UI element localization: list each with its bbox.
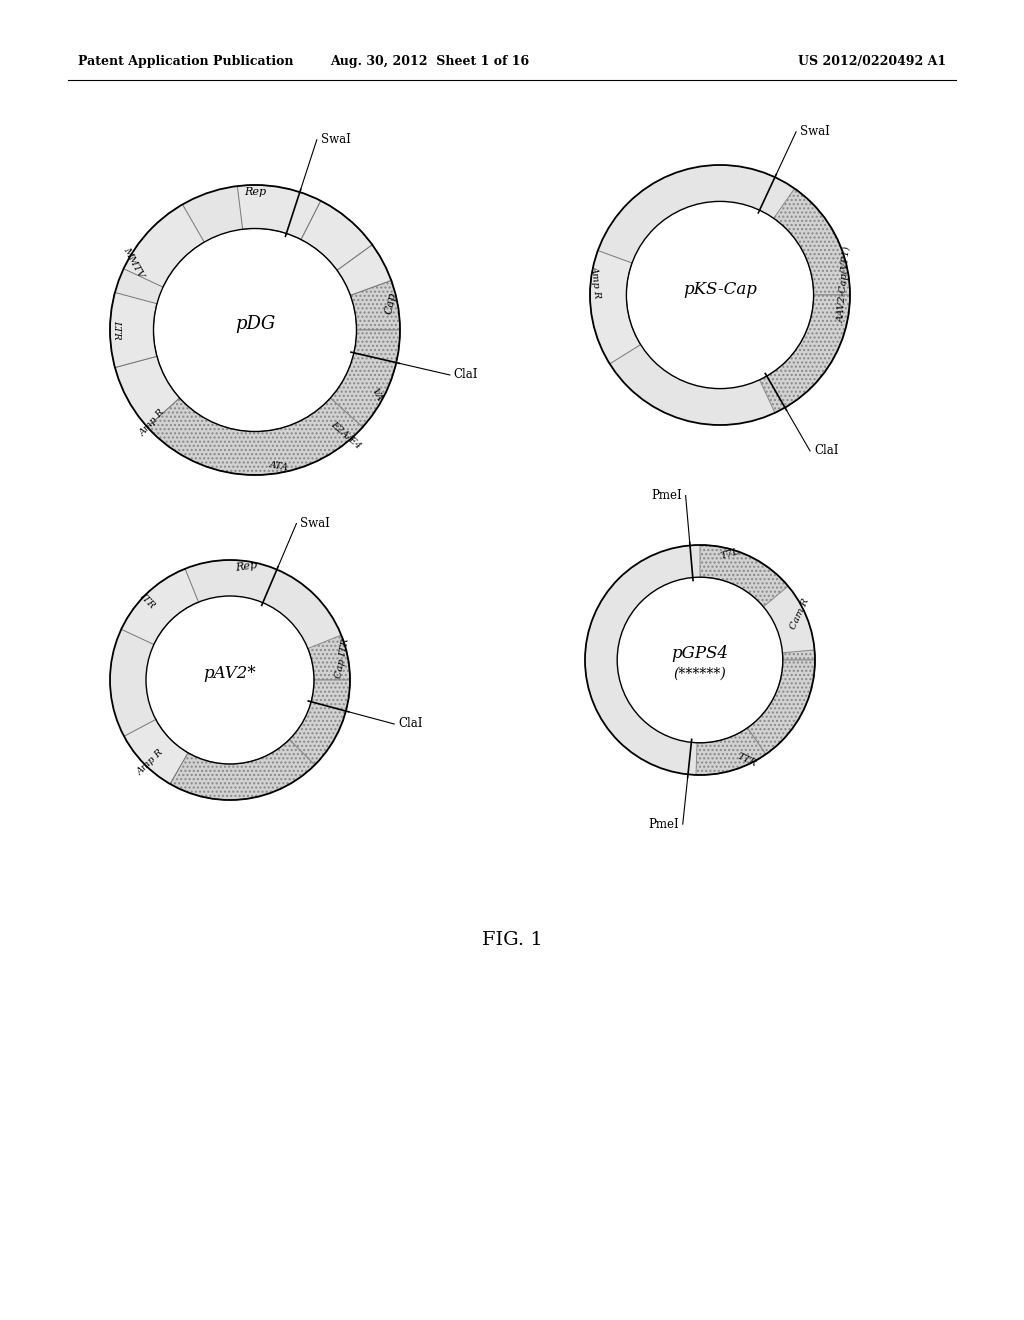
Text: Rep: Rep bbox=[234, 560, 258, 573]
Text: Rep: Rep bbox=[244, 186, 266, 197]
Wedge shape bbox=[301, 201, 373, 271]
Wedge shape bbox=[337, 244, 391, 296]
Text: Amp R: Amp R bbox=[590, 265, 602, 298]
Text: E2A/E4: E2A/E4 bbox=[329, 418, 362, 450]
Wedge shape bbox=[110, 185, 400, 475]
Wedge shape bbox=[124, 205, 204, 288]
Text: pAV2*: pAV2* bbox=[204, 665, 256, 682]
Text: TTR: TTR bbox=[735, 751, 758, 768]
Wedge shape bbox=[585, 545, 815, 775]
Wedge shape bbox=[238, 185, 321, 239]
Text: LTR: LTR bbox=[112, 321, 121, 339]
Wedge shape bbox=[774, 189, 850, 294]
Text: Cap ITR: Cap ITR bbox=[334, 638, 351, 678]
Text: Patent Application Publication: Patent Application Publication bbox=[78, 55, 294, 69]
Text: AAV2-Cap(VP1): AAV2-Cap(VP1) bbox=[837, 246, 852, 323]
Text: ClaI: ClaI bbox=[814, 445, 839, 458]
Text: Aug. 30, 2012  Sheet 1 of 16: Aug. 30, 2012 Sheet 1 of 16 bbox=[331, 55, 529, 69]
Text: ATA: ATA bbox=[268, 461, 290, 473]
Text: ClaI: ClaI bbox=[398, 718, 423, 730]
Wedge shape bbox=[700, 545, 788, 607]
Text: MMTV: MMTV bbox=[122, 246, 146, 280]
Text: FIG. 1: FIG. 1 bbox=[481, 931, 543, 949]
Text: Amp R: Amp R bbox=[135, 747, 166, 777]
Text: Amp R: Amp R bbox=[137, 408, 167, 438]
Text: SwaI: SwaI bbox=[321, 133, 350, 147]
Text: pGPS4: pGPS4 bbox=[672, 645, 728, 663]
Wedge shape bbox=[590, 251, 641, 364]
Text: Cam R: Cam R bbox=[788, 597, 811, 631]
Text: VA: VA bbox=[370, 387, 384, 403]
Text: SwaI: SwaI bbox=[300, 517, 331, 531]
Wedge shape bbox=[124, 719, 188, 784]
Wedge shape bbox=[115, 356, 179, 428]
Wedge shape bbox=[350, 280, 400, 330]
Text: (******): (******) bbox=[674, 667, 726, 681]
Text: PmeI: PmeI bbox=[648, 817, 679, 830]
Text: US 2012/0220492 A1: US 2012/0220492 A1 bbox=[798, 55, 946, 69]
Text: pKS-Cap: pKS-Cap bbox=[683, 281, 757, 297]
Wedge shape bbox=[748, 660, 815, 754]
Text: PmeI: PmeI bbox=[651, 490, 682, 502]
Wedge shape bbox=[331, 330, 400, 428]
Wedge shape bbox=[290, 680, 350, 764]
Wedge shape bbox=[121, 569, 199, 644]
Text: ClaI: ClaI bbox=[454, 368, 478, 381]
Wedge shape bbox=[590, 165, 850, 425]
Text: Cap: Cap bbox=[384, 292, 398, 315]
Wedge shape bbox=[170, 739, 314, 800]
Wedge shape bbox=[110, 560, 350, 800]
Text: pDG: pDG bbox=[234, 315, 275, 333]
Wedge shape bbox=[782, 649, 815, 660]
Wedge shape bbox=[147, 397, 362, 475]
Wedge shape bbox=[760, 294, 850, 413]
Wedge shape bbox=[696, 727, 766, 775]
Text: SwaI: SwaI bbox=[800, 125, 829, 139]
Wedge shape bbox=[308, 635, 350, 680]
Text: T7L: T7L bbox=[720, 546, 740, 561]
Text: ITR: ITR bbox=[138, 591, 157, 610]
Wedge shape bbox=[110, 293, 157, 367]
